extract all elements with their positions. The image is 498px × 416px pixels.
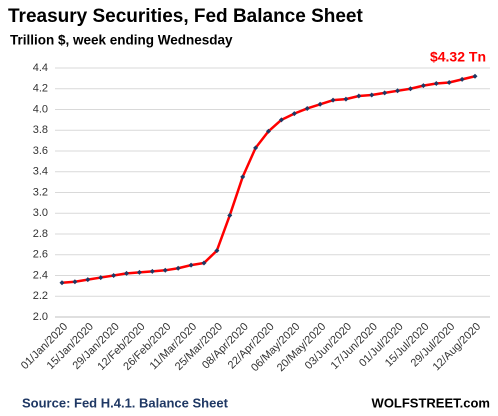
y-tick-label: 4.2 — [33, 83, 48, 95]
marker — [382, 90, 388, 96]
annotation: $4.32 Tn — [430, 49, 486, 65]
marker — [369, 92, 375, 98]
y-tick-label: 2.4 — [33, 269, 48, 281]
marker — [136, 269, 142, 275]
watermark: WOLFSTREET.com — [372, 395, 490, 410]
chart-title: Treasury Securities, Fed Balance Sheet — [8, 6, 364, 27]
marker — [188, 262, 194, 268]
line — [61, 75, 476, 285]
marker — [278, 117, 284, 123]
y-tick-label: 3.2 — [33, 186, 48, 198]
marker — [317, 101, 323, 107]
marker — [253, 145, 259, 151]
marker — [446, 80, 452, 86]
marker — [175, 265, 181, 271]
marker — [124, 270, 130, 276]
y-tick-label: 4.0 — [33, 103, 48, 115]
chart-subtitle: Trillion $, week ending Wednesday — [10, 33, 233, 48]
marker — [304, 105, 310, 111]
y-tick-label: 3.4 — [33, 166, 48, 178]
marker — [98, 275, 104, 281]
y-tick-label: 4.4 — [33, 62, 48, 74]
marker — [330, 97, 336, 103]
marker — [162, 267, 168, 273]
marker — [227, 212, 233, 218]
marker — [343, 96, 349, 102]
marker — [395, 88, 401, 94]
marker — [420, 83, 426, 89]
y-tick-label: 2.2 — [33, 290, 48, 302]
marker — [59, 280, 65, 286]
marker — [407, 86, 413, 92]
marker — [111, 272, 117, 278]
marker — [266, 128, 271, 134]
y-tick-label: 3.6 — [33, 145, 48, 157]
marker — [201, 260, 207, 266]
y-tick-label: 3.0 — [33, 207, 48, 219]
marker — [356, 93, 362, 99]
marker — [149, 268, 155, 274]
marker — [291, 111, 297, 117]
marker — [472, 73, 478, 79]
source: Source: Fed H.4.1. Balance Sheet — [22, 395, 229, 410]
y-tick-label: 2.8 — [33, 228, 48, 240]
marker — [433, 81, 439, 87]
marker — [72, 279, 78, 285]
y-tick-label: 3.8 — [33, 124, 48, 136]
marker — [459, 76, 465, 82]
marker — [85, 277, 91, 283]
marker — [214, 248, 220, 254]
y-tick-label: 2.0 — [33, 311, 48, 323]
marker — [240, 174, 246, 180]
y-tick-label: 2.6 — [33, 249, 48, 261]
